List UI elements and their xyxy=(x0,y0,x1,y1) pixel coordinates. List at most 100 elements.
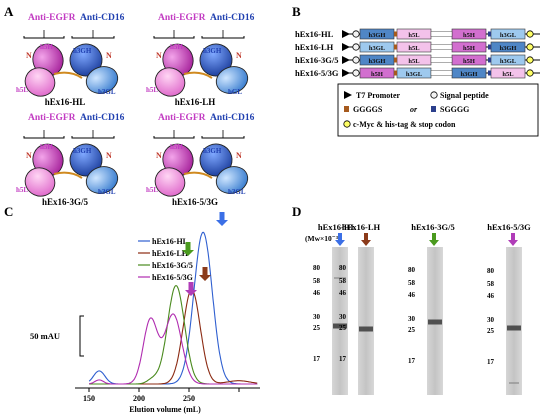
construct-diagram: Anti-EGFR Anti-CD16 h5H h3GH h5L h3GL N NhEx16-… xyxy=(16,13,125,107)
domain-label-h3gh: h3GH xyxy=(203,147,222,155)
legend-signal: Signal peptide xyxy=(440,91,489,100)
gel-lane-group: hEx16-5/3G 80 58 46 30 25 17 xyxy=(487,222,531,395)
gene-block-label: h3GH xyxy=(461,71,478,78)
gene-block-label: h3GL xyxy=(406,71,423,78)
lane-arrow xyxy=(429,233,439,246)
panel-letter-d: D xyxy=(292,204,301,219)
protein-band xyxy=(428,319,442,325)
chromatogram-line xyxy=(89,313,258,385)
linker-sgggg-marker xyxy=(488,44,491,50)
n-terminus-label: N xyxy=(106,151,112,160)
h5l-domain xyxy=(154,167,186,197)
chromatogram-line xyxy=(89,285,258,385)
gel-lane-title: hEx16-HL xyxy=(318,222,357,232)
linker-gggs-marker xyxy=(394,57,397,63)
domain-label-h5l: h5L xyxy=(146,86,158,94)
mw-marker-label: 80 xyxy=(487,267,495,275)
anti-egfr-label: Anti-EGFR xyxy=(158,113,206,123)
construct-name: hEx16-LH xyxy=(175,97,216,107)
sgggg-legend-icon xyxy=(431,106,436,112)
mw-marker-label: 58 xyxy=(408,279,416,287)
vector-row-name: hEx16-LH xyxy=(295,42,334,52)
peak-arrow xyxy=(182,242,194,256)
mw-marker-label: 25 xyxy=(487,327,495,335)
lane-arrow xyxy=(508,233,518,246)
n-terminus-label: N xyxy=(156,51,162,60)
linker xyxy=(183,171,213,179)
mw-marker-label: 80 xyxy=(313,264,321,272)
linker xyxy=(53,71,83,79)
legend-entry-3g5: hEx16-3G/5 xyxy=(152,261,193,270)
n-terminus-label: N xyxy=(236,51,242,60)
panel-c: 150 200 250 Elution volume (mL) 50 mAU h… xyxy=(30,212,260,414)
mw-marker-label: 17 xyxy=(313,355,321,363)
gene-block-label: h3GH xyxy=(500,45,517,52)
domain-label-h5h: h5H xyxy=(40,143,53,151)
h5l-domain xyxy=(24,167,56,197)
construct-diagram: Anti-EGFR Anti-CD16 h5H h3GH h5L h3GL N NhEx16-… xyxy=(146,113,255,207)
signal-peptide-marker xyxy=(352,69,360,77)
h3gl-domain xyxy=(85,66,119,94)
anti-cd16-label: Anti-CD16 xyxy=(80,13,125,23)
legend-entry-53g: hEx16-5/3G xyxy=(152,273,193,282)
gel-lane-title: hEx16-5/3G xyxy=(487,222,531,232)
panel-d: (Mw×10⁻³) hEx16-HL 80 58 46 30 25 17 hEx16-LH 80… xyxy=(305,222,531,395)
gel-lane-group: hEx16-HL 80 58 46 30 25 17 xyxy=(313,222,356,395)
cmyc-legend-icon xyxy=(343,120,351,128)
mw-marker-label: 17 xyxy=(487,358,495,366)
construct-diagram: Anti-EGFR Anti-CD16 h5H h3GH h5L hGL N NhEx16-L… xyxy=(146,13,255,107)
vector-row: hEx16-LH h3GL h5L h5H h3GH xyxy=(295,41,540,53)
domain-label-h5l: h5L xyxy=(16,186,28,194)
protein-band xyxy=(333,323,347,329)
signal-peptide-marker xyxy=(352,30,360,38)
construct-legend: T7 Promoter Signal peptide GGGGS or SGGGG c-M… xyxy=(337,83,539,137)
faint-band xyxy=(509,382,519,384)
legend-sgggg: SGGGG xyxy=(440,105,469,114)
chromatogram-traces xyxy=(88,212,258,385)
domain-label-h5h: h5H xyxy=(40,43,53,51)
n-terminus-label: N xyxy=(26,151,32,160)
h3gh-domain xyxy=(199,43,233,77)
peak-arrow xyxy=(199,267,211,281)
gel-lane-group: hEx16-LH 80 58 46 30 25 17 xyxy=(339,222,381,395)
linker-gggs-marker xyxy=(394,31,397,37)
mw-marker-label: 25 xyxy=(313,324,321,332)
h3gh-domain xyxy=(199,143,233,177)
mw-marker-label: 30 xyxy=(339,313,347,321)
x-ticks xyxy=(88,388,240,392)
gel-lane xyxy=(506,247,522,395)
linker xyxy=(53,171,83,179)
mw-marker-label: 30 xyxy=(408,315,416,323)
panel-a: Anti-EGFR Anti-CD16 h5H h3GH h5L h3GL N NhEx16-… xyxy=(16,13,255,207)
legend-or: or xyxy=(410,105,418,114)
n-terminus-label: N xyxy=(156,151,162,160)
domain-label-h5h: h5H xyxy=(170,43,183,51)
gene-block-label: h3GL xyxy=(369,45,386,52)
vector-row: hEx16-HL h3GH h5L h5H h3GL xyxy=(295,28,540,40)
t7-promoter-marker xyxy=(342,30,350,38)
x-axis-label: Elution volume (mL) xyxy=(129,405,201,414)
anti-egfr-label: Anti-EGFR xyxy=(28,113,76,123)
domain-label-h3gl: h3GL xyxy=(228,188,246,196)
construct-name: hEx16-5/3G xyxy=(172,197,218,207)
mw-unit-label: (Mw×10⁻³) xyxy=(305,234,341,243)
gene-block-label: h5H xyxy=(463,58,475,65)
linker-gggs-marker xyxy=(394,44,397,50)
domain-label-h3gh: h3GH xyxy=(203,47,222,55)
linker-sgggg-marker xyxy=(488,70,491,76)
linker xyxy=(183,71,213,79)
mw-marker-label: 25 xyxy=(408,326,416,334)
scale-bar xyxy=(79,315,84,357)
domain-label-h5l: h5L xyxy=(16,86,28,94)
x-tick-label: 250 xyxy=(183,394,195,403)
mw-marker-label: 80 xyxy=(339,264,347,272)
gene-block-label: h3GH xyxy=(369,32,386,39)
legend-entry-hl: hEx16-HL xyxy=(152,237,188,246)
signal-peptide-marker xyxy=(352,56,360,64)
gel-lane-group: hEx16-3G/5 80 58 46 30 25 17 xyxy=(408,222,455,395)
cmyc-marker xyxy=(526,30,534,38)
construct-name: hEx16-HL xyxy=(45,97,86,107)
legend-gggs: GGGGS xyxy=(353,105,383,114)
vector-row-name: hEx16-3G/5 xyxy=(295,55,338,65)
